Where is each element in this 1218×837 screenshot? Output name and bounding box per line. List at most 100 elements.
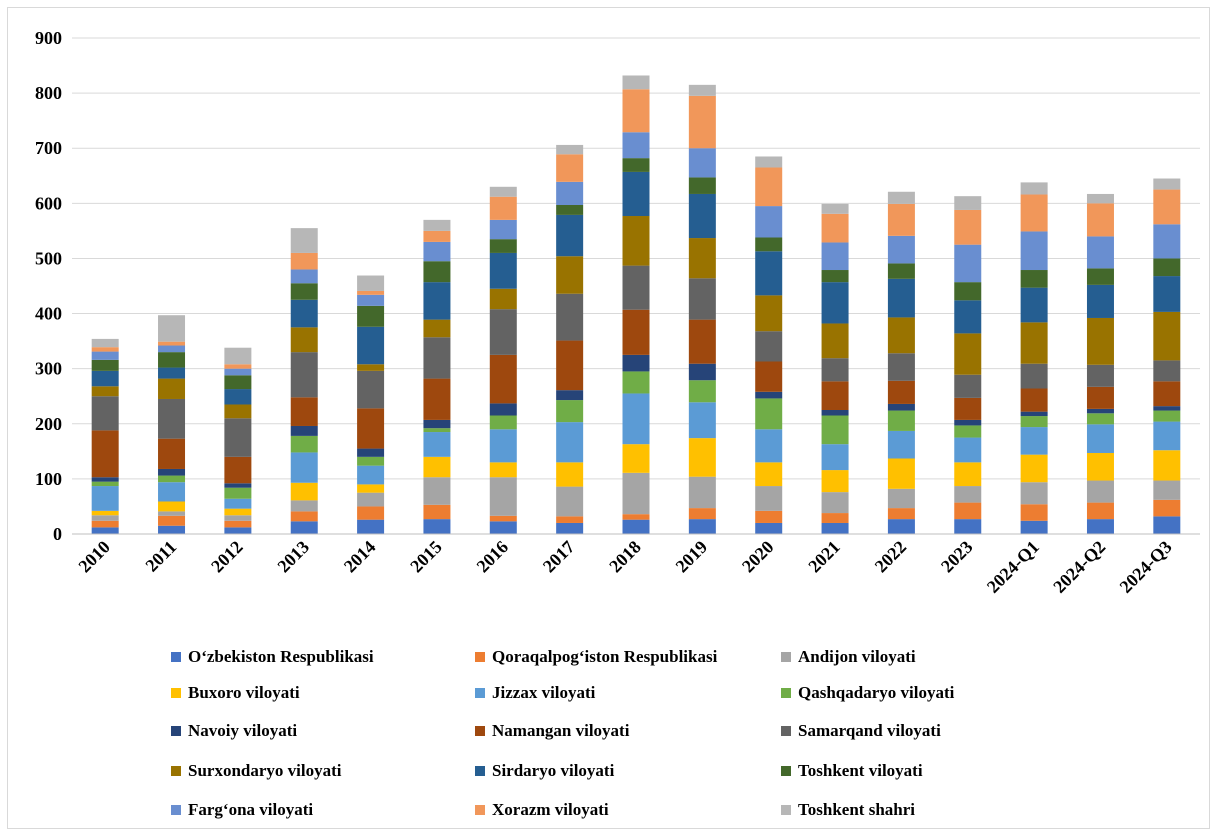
bar-segment (423, 282, 451, 320)
bar-segment (688, 177, 716, 194)
bar-segment (688, 438, 716, 477)
bar-segment (158, 341, 186, 346)
bar-segment (423, 432, 451, 457)
bar-segment (688, 84, 716, 96)
bar-segment (489, 403, 517, 416)
bar-segment (821, 270, 849, 283)
bar-segment (954, 397, 982, 420)
bar-segment (556, 390, 584, 401)
bar-segment (556, 144, 584, 155)
y-tick-label: 600 (35, 193, 62, 213)
bar-segment (1020, 504, 1048, 521)
bar-segment (887, 508, 915, 520)
bar-segment (556, 214, 584, 257)
bar-segment (489, 288, 517, 310)
bar-segment (1086, 203, 1114, 237)
bar-segment (357, 326, 385, 365)
bar-segment (1153, 480, 1181, 500)
bar-segment (954, 486, 982, 503)
bar-segment (489, 521, 517, 534)
bar-segment (489, 186, 517, 197)
bar-segment (158, 438, 186, 469)
bar-segment (423, 230, 451, 242)
bar-segment (489, 415, 517, 430)
bar-segment (290, 327, 318, 353)
bar-segment (158, 367, 186, 379)
bars (91, 75, 1181, 534)
x-tick-label: 2014 (340, 537, 380, 577)
bar-segment (755, 462, 783, 487)
bar-segment (556, 522, 584, 534)
bar-segment (954, 425, 982, 438)
bar-segment (755, 251, 783, 296)
bar-segment (423, 261, 451, 283)
bar-segment (556, 256, 584, 294)
bar-segment (158, 515, 186, 526)
bar-segment (1086, 424, 1114, 453)
bar-segment (1153, 410, 1181, 422)
bar-segment (224, 498, 252, 509)
bar-segment (224, 368, 252, 376)
bar-segment (489, 429, 517, 463)
bar-segment (423, 378, 451, 420)
bar-segment (622, 514, 650, 520)
bar-segment (224, 375, 252, 390)
x-tick-label: 2023 (937, 537, 977, 577)
bar-segment (158, 315, 186, 342)
bar-segment (954, 519, 982, 534)
bar-segment (887, 430, 915, 459)
bar-segment (357, 370, 385, 409)
bar-segment (91, 430, 119, 478)
bar-segment (1086, 268, 1114, 285)
bar-segment (821, 470, 849, 493)
bar-segment (224, 527, 252, 534)
bar-segment (622, 371, 650, 394)
bar-segment (357, 519, 385, 534)
bar-segment (91, 351, 119, 360)
bar-segment (1153, 499, 1181, 517)
x-tick-label: 2019 (672, 537, 712, 577)
bar-segment (1153, 450, 1181, 481)
y-tick-label: 800 (35, 83, 62, 103)
x-tick-label: 2017 (539, 537, 579, 577)
bar-segment (622, 354, 650, 372)
bar-segment (821, 242, 849, 271)
bar-segment (954, 462, 982, 487)
bar-segment (224, 389, 252, 405)
bar-segment (1086, 452, 1114, 481)
bar-segment (423, 241, 451, 262)
bar-segment (489, 309, 517, 355)
bar-segment (158, 525, 186, 534)
bar-segment (1086, 284, 1114, 318)
bar-segment (1153, 381, 1181, 407)
bar-segment (755, 331, 783, 362)
bar-segment (423, 219, 451, 231)
bar-segment (357, 294, 385, 306)
bar-segment (158, 501, 186, 512)
bar-segment (423, 419, 451, 429)
bar-segment (954, 437, 982, 463)
bar-segment (1020, 231, 1048, 271)
bar-segment (1020, 363, 1048, 389)
bar-segment (755, 237, 783, 252)
bar-segment (887, 263, 915, 279)
bar-segment (954, 333, 982, 375)
bar-segment (1086, 317, 1114, 365)
bar-segment (489, 477, 517, 516)
x-tick-label: 2012 (207, 537, 247, 577)
bar-segment (91, 486, 119, 511)
bar-segment (1020, 194, 1048, 232)
x-tick-label: 2010 (74, 537, 114, 577)
y-tick-label: 500 (35, 248, 62, 268)
bar-segment (158, 352, 186, 368)
bar-segment (290, 397, 318, 426)
bar-segment (1153, 189, 1181, 225)
bar-segment (91, 338, 119, 348)
bar-segment (688, 148, 716, 178)
bar-segment (1086, 413, 1114, 425)
bar-segment (357, 275, 385, 291)
bar-segment (423, 519, 451, 534)
bar-segment (755, 522, 783, 534)
bar-segment (1086, 408, 1114, 414)
bar-segment (821, 381, 849, 410)
